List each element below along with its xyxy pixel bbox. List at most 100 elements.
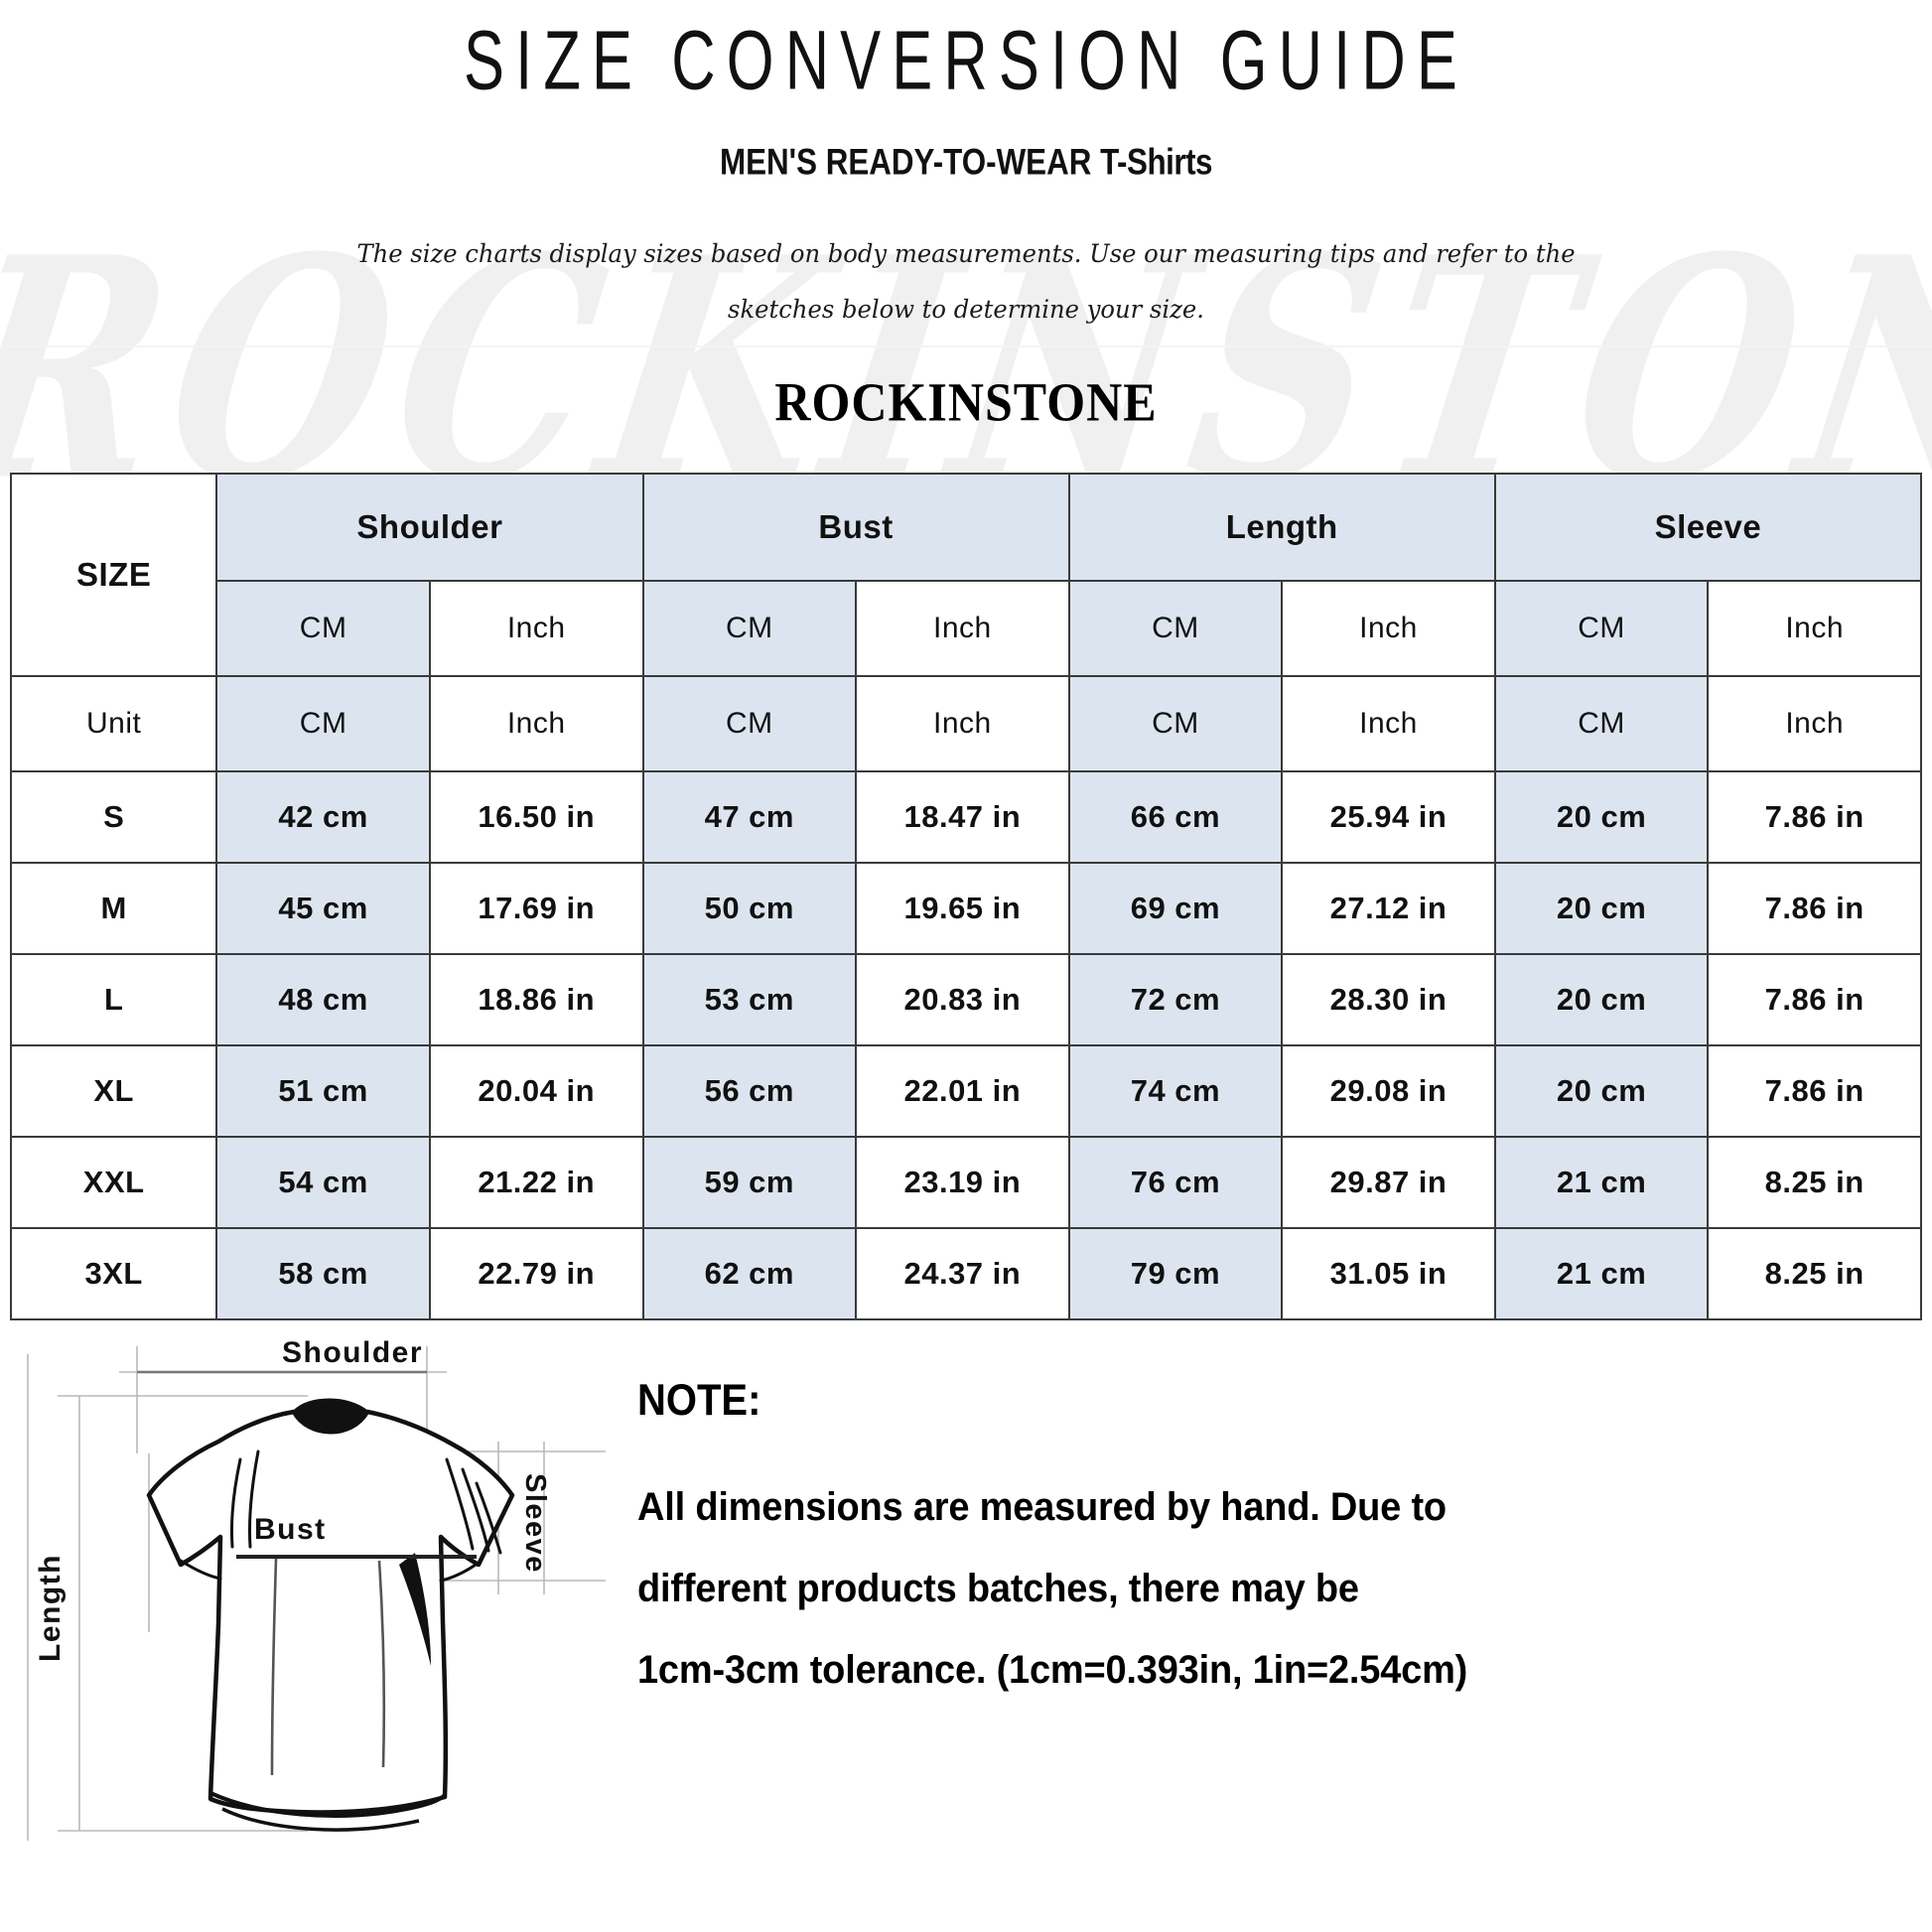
label-length: Length	[34, 1554, 67, 1662]
cell-length-cm: 76 cm	[1067, 1136, 1284, 1229]
cell-length-cm: 72 cm	[1067, 953, 1284, 1046]
cell-shoulder-inch: 18.86 in	[428, 953, 644, 1046]
cell-shoulder-cm: 51 cm	[215, 1044, 431, 1138]
size-table-wrapper: SIZE Shoulder Bust Length Sleeve CM Inch…	[9, 473, 1923, 1320]
unit-length-cm: CM	[1067, 675, 1284, 772]
header-unit-length-cm: CM	[1067, 580, 1284, 677]
table-unit-label-row: Unit CM Inch CM Inch CM Inch CM Inch	[9, 675, 1922, 772]
label-sleeve: Sleeve	[519, 1473, 551, 1574]
tshirt-measurement-diagram: Shoulder Bust Length Sleeve	[10, 1334, 625, 1851]
brand-name: ROCKINSTONE	[774, 371, 1158, 433]
unit-sleeve-cm: CM	[1493, 675, 1710, 772]
cell-length-inch: 29.08 in	[1281, 1044, 1496, 1138]
table-unit-header-row: CM Inch CM Inch CM Inch CM Inch	[11, 580, 1922, 677]
subtitle: MEN'S READY-TO-WEAR T-Shirts	[49, 141, 1884, 184]
row-size-label: XL	[9, 1044, 218, 1138]
table-row: XL 51 cm 20.04 in 56 cm 22.01 in 74 cm 2…	[9, 1044, 1922, 1138]
cell-shoulder-cm: 58 cm	[215, 1227, 431, 1320]
unit-length-inch: Inch	[1281, 675, 1496, 772]
size-chart-page: ROCKINSTONE SIZE CONVERSION GUIDE MEN'S …	[0, 18, 1932, 1932]
cell-sleeve-cm: 20 cm	[1493, 770, 1710, 864]
cell-shoulder-inch: 17.69 in	[428, 862, 644, 955]
table-row: 3XL 58 cm 22.79 in 62 cm 24.37 in 79 cm …	[9, 1227, 1922, 1320]
page-title: SIZE CONVERSION GUIDE	[464, 12, 1468, 107]
cell-length-inch: 29.87 in	[1281, 1136, 1496, 1229]
cell-bust-cm: 56 cm	[641, 1044, 858, 1138]
header-unit-shoulder-inch: Inch	[428, 580, 644, 677]
cell-bust-inch: 19.65 in	[855, 862, 1070, 955]
cell-sleeve-inch: 7.86 in	[1707, 1044, 1922, 1138]
cell-sleeve-cm: 20 cm	[1493, 1044, 1710, 1138]
header-group-sleeve: Sleeve	[1493, 473, 1923, 582]
header-unit-bust-cm: CM	[641, 580, 858, 677]
subtitle-primary: MEN'S READY-TO-WEAR	[719, 140, 1092, 183]
cell-shoulder-cm: 48 cm	[215, 953, 431, 1046]
table-row: XXL 54 cm 21.22 in 59 cm 23.19 in 76 cm …	[9, 1136, 1922, 1229]
cell-shoulder-cm: 45 cm	[215, 862, 431, 955]
cell-length-inch: 31.05 in	[1281, 1227, 1496, 1320]
table-row: M 45 cm 17.69 in 50 cm 19.65 in 69 cm 27…	[9, 862, 1922, 955]
header-unit-label: Unit	[9, 675, 218, 772]
header: SIZE CONVERSION GUIDE MEN'S READY-TO-WEA…	[0, 12, 1932, 433]
label-shoulder: Shoulder	[282, 1336, 423, 1369]
cell-shoulder-inch: 20.04 in	[428, 1044, 644, 1138]
table-row: L 48 cm 18.86 in 53 cm 20.83 in 72 cm 28…	[9, 953, 1922, 1046]
cell-length-cm: 66 cm	[1067, 770, 1284, 864]
row-size-label: L	[9, 953, 218, 1046]
cell-shoulder-inch: 22.79 in	[428, 1227, 644, 1320]
header-unit-sleeve-cm: CM	[1493, 580, 1710, 677]
cell-length-inch: 25.94 in	[1281, 770, 1496, 864]
cell-length-cm: 74 cm	[1067, 1044, 1284, 1138]
cell-sleeve-cm: 20 cm	[1493, 862, 1710, 955]
cell-sleeve-inch: 7.86 in	[1707, 953, 1922, 1046]
cell-shoulder-cm: 42 cm	[215, 770, 431, 864]
cell-bust-inch: 23.19 in	[855, 1136, 1070, 1229]
cell-shoulder-cm: 54 cm	[215, 1136, 431, 1229]
cell-bust-inch: 22.01 in	[855, 1044, 1070, 1138]
header-unit-shoulder-cm: CM	[215, 580, 431, 677]
unit-shoulder-cm: CM	[215, 675, 431, 772]
cell-bust-cm: 47 cm	[641, 770, 858, 864]
header-size: SIZE	[9, 473, 218, 677]
unit-bust-cm: CM	[641, 675, 858, 772]
watermark-rule	[0, 345, 1932, 347]
cell-bust-cm: 50 cm	[641, 862, 858, 955]
row-size-label: S	[9, 770, 218, 864]
tshirt-icon: Shoulder Bust Length Sleeve	[27, 1336, 606, 1841]
cell-shoulder-inch: 16.50 in	[428, 770, 644, 864]
cell-bust-cm: 62 cm	[641, 1227, 858, 1320]
note-section: NOTE: All dimensions are measured by han…	[625, 1334, 1932, 1709]
note-line-1: All dimensions are measured by hand. Due…	[637, 1485, 1447, 1530]
size-conversion-table: SIZE Shoulder Bust Length Sleeve CM Inch…	[9, 473, 1923, 1320]
note-line-2: different products batches, there may be	[637, 1567, 1359, 1611]
cell-sleeve-cm: 21 cm	[1493, 1136, 1710, 1229]
cell-bust-cm: 53 cm	[641, 953, 858, 1046]
row-size-label: 3XL	[9, 1227, 218, 1320]
cell-sleeve-inch: 7.86 in	[1707, 770, 1922, 864]
cell-length-inch: 27.12 in	[1281, 862, 1496, 955]
row-size-label: M	[9, 862, 218, 955]
cell-sleeve-cm: 20 cm	[1493, 953, 1710, 1046]
header-unit-sleeve-inch: Inch	[1707, 580, 1922, 677]
header-unit-bust-inch: Inch	[855, 580, 1070, 677]
lead-description: The size charts display sizes based on b…	[356, 239, 1576, 324]
cell-bust-inch: 18.47 in	[855, 770, 1070, 864]
unit-sleeve-inch: Inch	[1707, 675, 1922, 772]
subtitle-secondary: T-Shirts	[1100, 140, 1213, 183]
bottom-section: Shoulder Bust Length Sleeve NOTE: All di…	[0, 1334, 1932, 1851]
header-group-shoulder: Shoulder	[215, 473, 644, 582]
header-group-bust: Bust	[641, 473, 1070, 582]
cell-length-cm: 79 cm	[1067, 1227, 1284, 1320]
table-group-header-row: SIZE Shoulder Bust Length Sleeve	[9, 473, 1923, 677]
row-size-label: XXL	[9, 1136, 218, 1229]
header-unit-length-inch: Inch	[1281, 580, 1496, 677]
unit-bust-inch: Inch	[855, 675, 1070, 772]
cell-bust-inch: 24.37 in	[855, 1227, 1070, 1320]
cell-bust-cm: 59 cm	[641, 1136, 858, 1229]
label-bust: Bust	[254, 1513, 327, 1546]
cell-sleeve-inch: 8.25 in	[1707, 1136, 1922, 1229]
cell-bust-inch: 20.83 in	[855, 953, 1070, 1046]
cell-sleeve-inch: 8.25 in	[1707, 1227, 1922, 1320]
cell-shoulder-inch: 21.22 in	[428, 1136, 644, 1229]
cell-sleeve-cm: 21 cm	[1493, 1227, 1710, 1320]
